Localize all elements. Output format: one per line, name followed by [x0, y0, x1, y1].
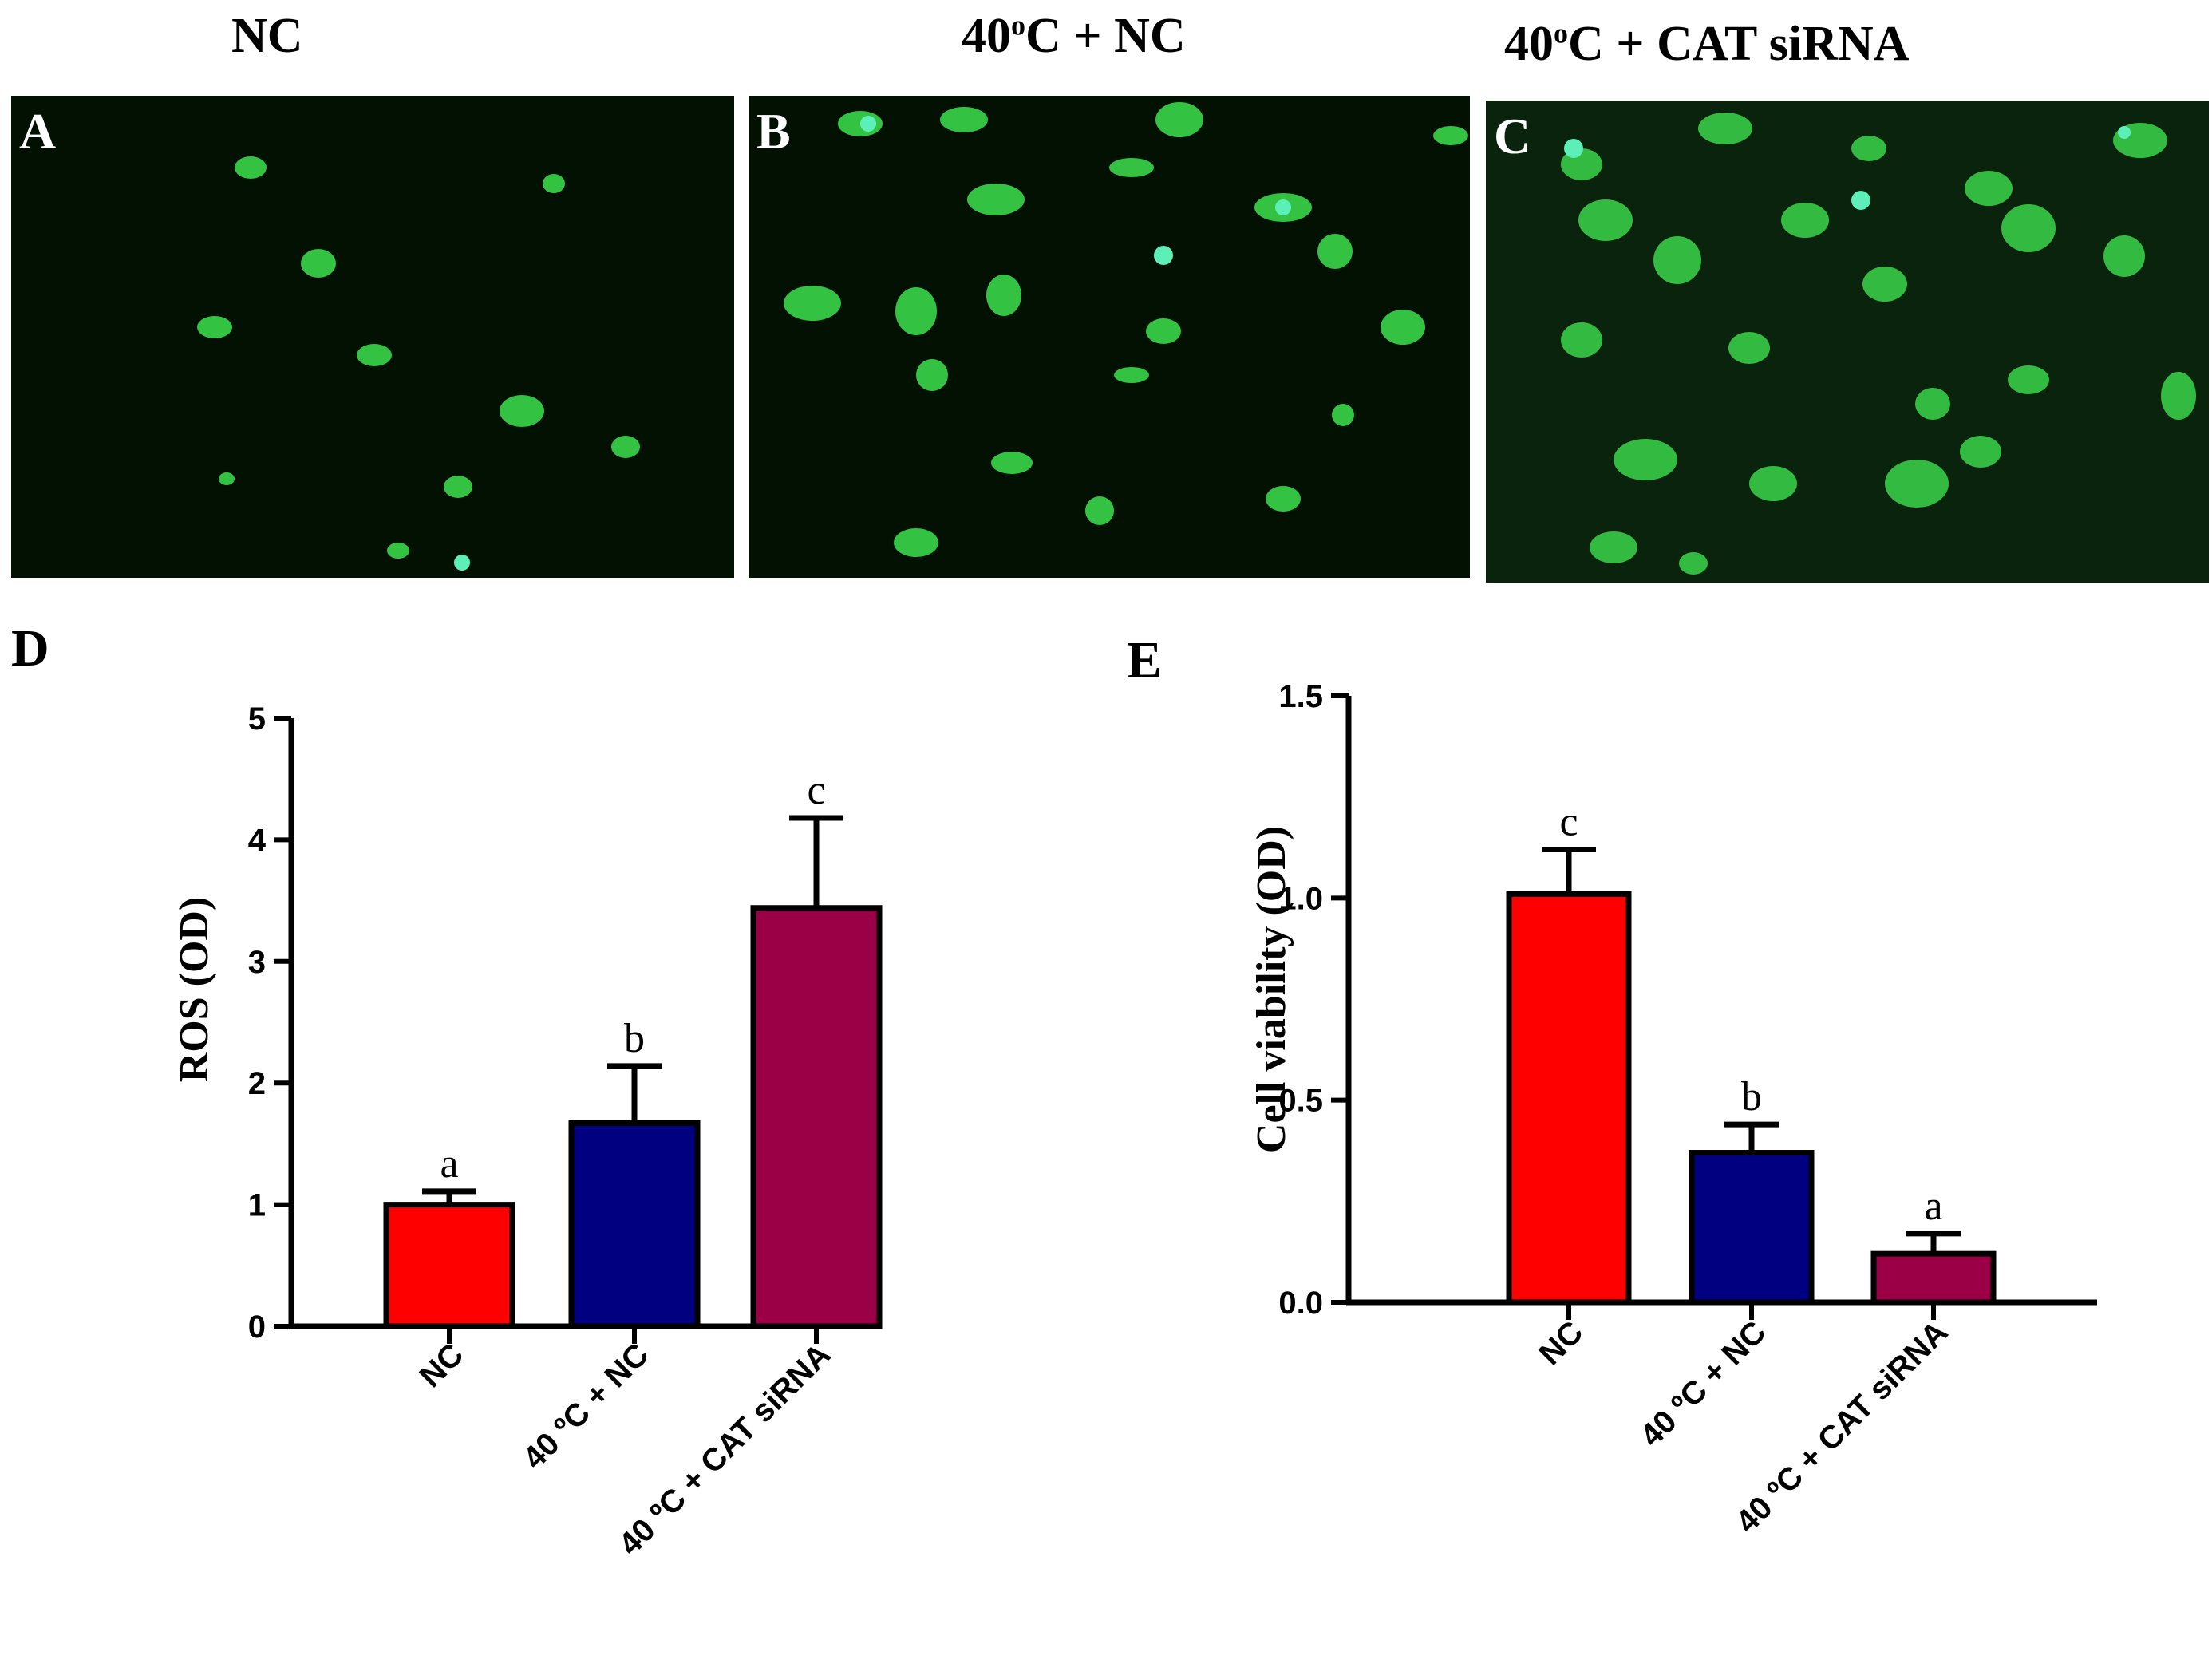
- panel-e-letter: E: [1127, 631, 1163, 689]
- panel-b-title-rest: C + NC: [1025, 9, 1186, 63]
- chart-e-ytick-label: 1.0: [1278, 881, 1323, 916]
- chart-d-significance-label: a: [440, 1141, 458, 1187]
- panel-b-letter: B: [756, 103, 791, 160]
- chart-d-bar: [750, 905, 883, 1329]
- chart-d-ytick-label: 5: [248, 701, 266, 737]
- chart-d-significance-label: c: [807, 768, 825, 813]
- panel-a-title: NC: [231, 9, 303, 63]
- panel-c-title-sup: o: [1554, 17, 1568, 49]
- chart-e-ytick-label: 0.0: [1278, 1286, 1323, 1321]
- chart-d-ytick-label: 1: [248, 1188, 266, 1223]
- panel-c-letter: C: [1494, 108, 1531, 164]
- panel-b-title: 40oC + NC: [962, 8, 1186, 65]
- micrograph-b-cells: [784, 102, 1468, 557]
- chart-d-ytick-label: 4: [248, 823, 267, 858]
- chart-d-ytick-label: 3: [248, 945, 266, 980]
- chart-e-ylabel: Cell viability (OD): [1249, 826, 1294, 1153]
- micrograph-c-cells: [1561, 113, 2196, 575]
- panel-d-letter: D: [11, 619, 49, 677]
- chart-e-bar: [1506, 891, 1632, 1306]
- chart-d-ylabel: ROS (OD): [172, 897, 217, 1083]
- panel-b-title-main: 40: [962, 9, 1011, 63]
- micrograph-c: C: [1486, 101, 2209, 583]
- chart-e-ytick-label: 0.5: [1278, 1084, 1323, 1119]
- chart-e-category-label: NC: [1532, 1314, 1590, 1372]
- chart-e-significance-label: c: [1559, 800, 1578, 845]
- chart-d-category-label: NC: [413, 1337, 470, 1394]
- chart-e-bar: [1870, 1250, 1997, 1306]
- chart-d-bar: [383, 1202, 515, 1329]
- panel-c-title-rest: C + CAT siRNA: [1568, 17, 1910, 71]
- micrograph-a: A: [11, 96, 734, 578]
- chart-d-ytick-label: 2: [248, 1066, 266, 1101]
- chart-e-bar: [1689, 1150, 1815, 1306]
- chart-e-ytick-label: 1.5: [1278, 679, 1323, 714]
- panel-c-title-main: 40: [1504, 17, 1554, 71]
- micrograph-b: B: [749, 96, 1470, 578]
- chart-e-significance-label: b: [1741, 1074, 1762, 1120]
- chart-d-category-label: 40 ºC + NC: [516, 1337, 655, 1475]
- chart-e-significance-label: a: [1924, 1183, 1942, 1229]
- panel-b-title-sup: o: [1011, 9, 1025, 41]
- micrograph-a-cells: [197, 156, 640, 571]
- chart-e: 0.0 0.5 1.0 1.5 Cell viability (OD) c NC b 40 ºC…: [1249, 679, 2097, 1539]
- chart-d-bar: [568, 1120, 701, 1329]
- chart-d-ytick-label: 0: [248, 1310, 266, 1345]
- panel-a-letter: A: [19, 103, 57, 160]
- panel-c-title: 40oC + CAT siRNA: [1504, 16, 1909, 73]
- chart-d-significance-label: b: [624, 1016, 645, 1061]
- chart-e-category-label: 40 ºC + NC: [1633, 1314, 1772, 1453]
